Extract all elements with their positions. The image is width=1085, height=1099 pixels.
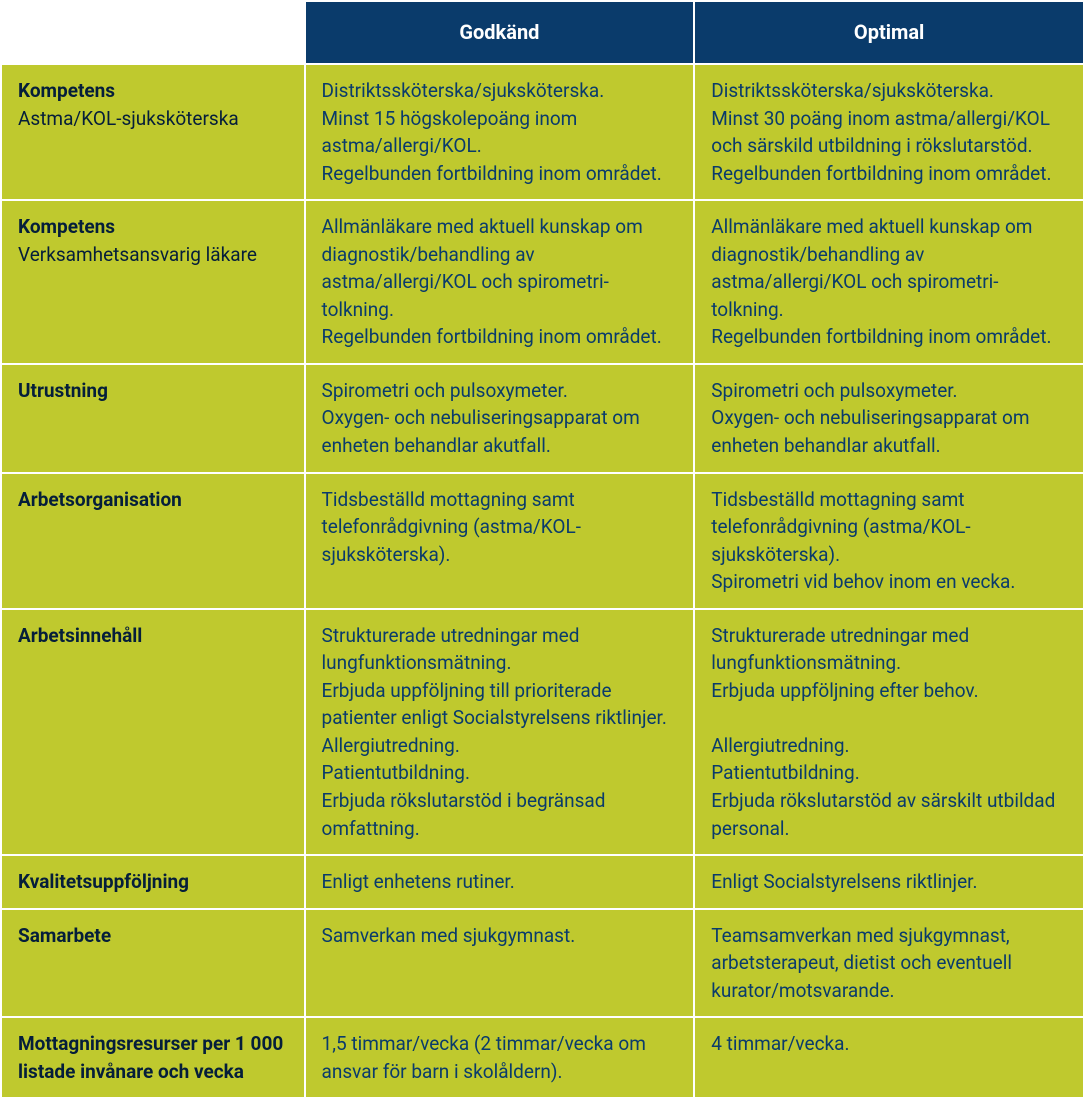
table-row: Arbetsorganisation Tidsbeställd mottagnin… xyxy=(2,474,1083,608)
cell-optimal: Teamsamverkan med sjukgymnast, arbetster… xyxy=(695,910,1083,1017)
cell-optimal: Distriktssköterska/sjuksköterska.Minst 3… xyxy=(695,65,1083,199)
row-header-cell: Samarbete xyxy=(2,910,304,1017)
cell-godkand: 1,5 timmar/vecka (2 timmar/vecka om ansv… xyxy=(306,1018,694,1097)
cell-godkand: Strukturerade utredningar med lungfunkti… xyxy=(306,610,694,854)
table-body: Kompetens Astma/KOL-sjuksköterska Distrikt… xyxy=(2,65,1083,1097)
row-header-bold: Kompetens xyxy=(18,79,115,102)
row-header-cell: Kompetens Verksamhetsansvarig läkare xyxy=(2,201,304,363)
row-header-cell: Kvalitetsuppföljning xyxy=(2,856,304,908)
table-row: Samarbete Samverkan med sjukgymnast.Teams… xyxy=(2,910,1083,1017)
cell-optimal: 4 timmar/vecka. xyxy=(695,1018,1083,1097)
row-header-cell: Kompetens Astma/KOL-sjuksköterska xyxy=(2,65,304,199)
table-row: Kompetens Astma/KOL-sjuksköterska Distrikt… xyxy=(2,65,1083,199)
row-header-bold: Mottagningsresurser per 1 000 listade in… xyxy=(18,1032,283,1083)
row-header-bold: Utrustning xyxy=(18,379,108,402)
table-row: Utrustning Spirometri och pulsoxymeter.Ox… xyxy=(2,365,1083,472)
cell-optimal: Allmänläkare med aktuell kunskap om diag… xyxy=(695,201,1083,363)
row-header-bold: Arbetsinnehåll xyxy=(18,624,142,647)
row-header-cell: Mottagningsresurser per 1 000 listade in… xyxy=(2,1018,304,1097)
row-header-bold: Samarbete xyxy=(18,924,111,947)
cell-optimal: Spirometri och pulsoxymeter.Oxygen- och … xyxy=(695,365,1083,472)
cell-godkand: Samverkan med sjukgymnast. xyxy=(306,910,694,1017)
cell-optimal: Tidsbeställd mottagning samt telefonrådg… xyxy=(695,474,1083,608)
cell-godkand: Enligt enhetens rutiner. xyxy=(306,856,694,908)
table-row: Arbetsinnehåll Strukturerade utredningar … xyxy=(2,610,1083,854)
row-header-bold: Kvalitetsuppföljning xyxy=(18,870,189,893)
cell-optimal: Enligt Socialstyrelsens riktlinjer. xyxy=(695,856,1083,908)
row-header-sub: Verksamhetsansvarig läkare xyxy=(18,243,257,266)
table-row: Kvalitetsuppföljning Enligt enhetens ruti… xyxy=(2,856,1083,908)
row-header-cell: Utrustning xyxy=(2,365,304,472)
row-header-cell: Arbetsinnehåll xyxy=(2,610,304,854)
header-empty xyxy=(2,2,304,63)
cell-optimal: Strukturerade utredningar med lungfunkti… xyxy=(695,610,1083,854)
cell-godkand: Tidsbeställd mottagning samt telefonrådg… xyxy=(306,474,694,608)
cell-godkand: Spirometri och pulsoxymeter.Oxygen- och … xyxy=(306,365,694,472)
header-optimal: Optimal xyxy=(695,2,1083,63)
row-header-bold: Arbetsorganisation xyxy=(18,488,182,511)
cell-godkand: Allmänläkare med aktuell kunskap om diag… xyxy=(306,201,694,363)
table-row: Kompetens Verksamhetsansvarig läkare Allmä… xyxy=(2,201,1083,363)
row-header-cell: Arbetsorganisation xyxy=(2,474,304,608)
cell-godkand: Distriktssköterska/sjuksköterska.Minst 1… xyxy=(306,65,694,199)
header-godkand: Godkänd xyxy=(306,2,694,63)
row-header-sub: Astma/KOL-sjuksköterska xyxy=(18,107,239,130)
table-row: Mottagningsresurser per 1 000 listade in… xyxy=(2,1018,1083,1097)
table-header-row: Godkänd Optimal xyxy=(2,2,1083,63)
row-header-bold: Kompetens xyxy=(18,215,115,238)
comparison-table: Godkänd Optimal Kompetens Astma/KOL-sjuks… xyxy=(0,0,1085,1099)
